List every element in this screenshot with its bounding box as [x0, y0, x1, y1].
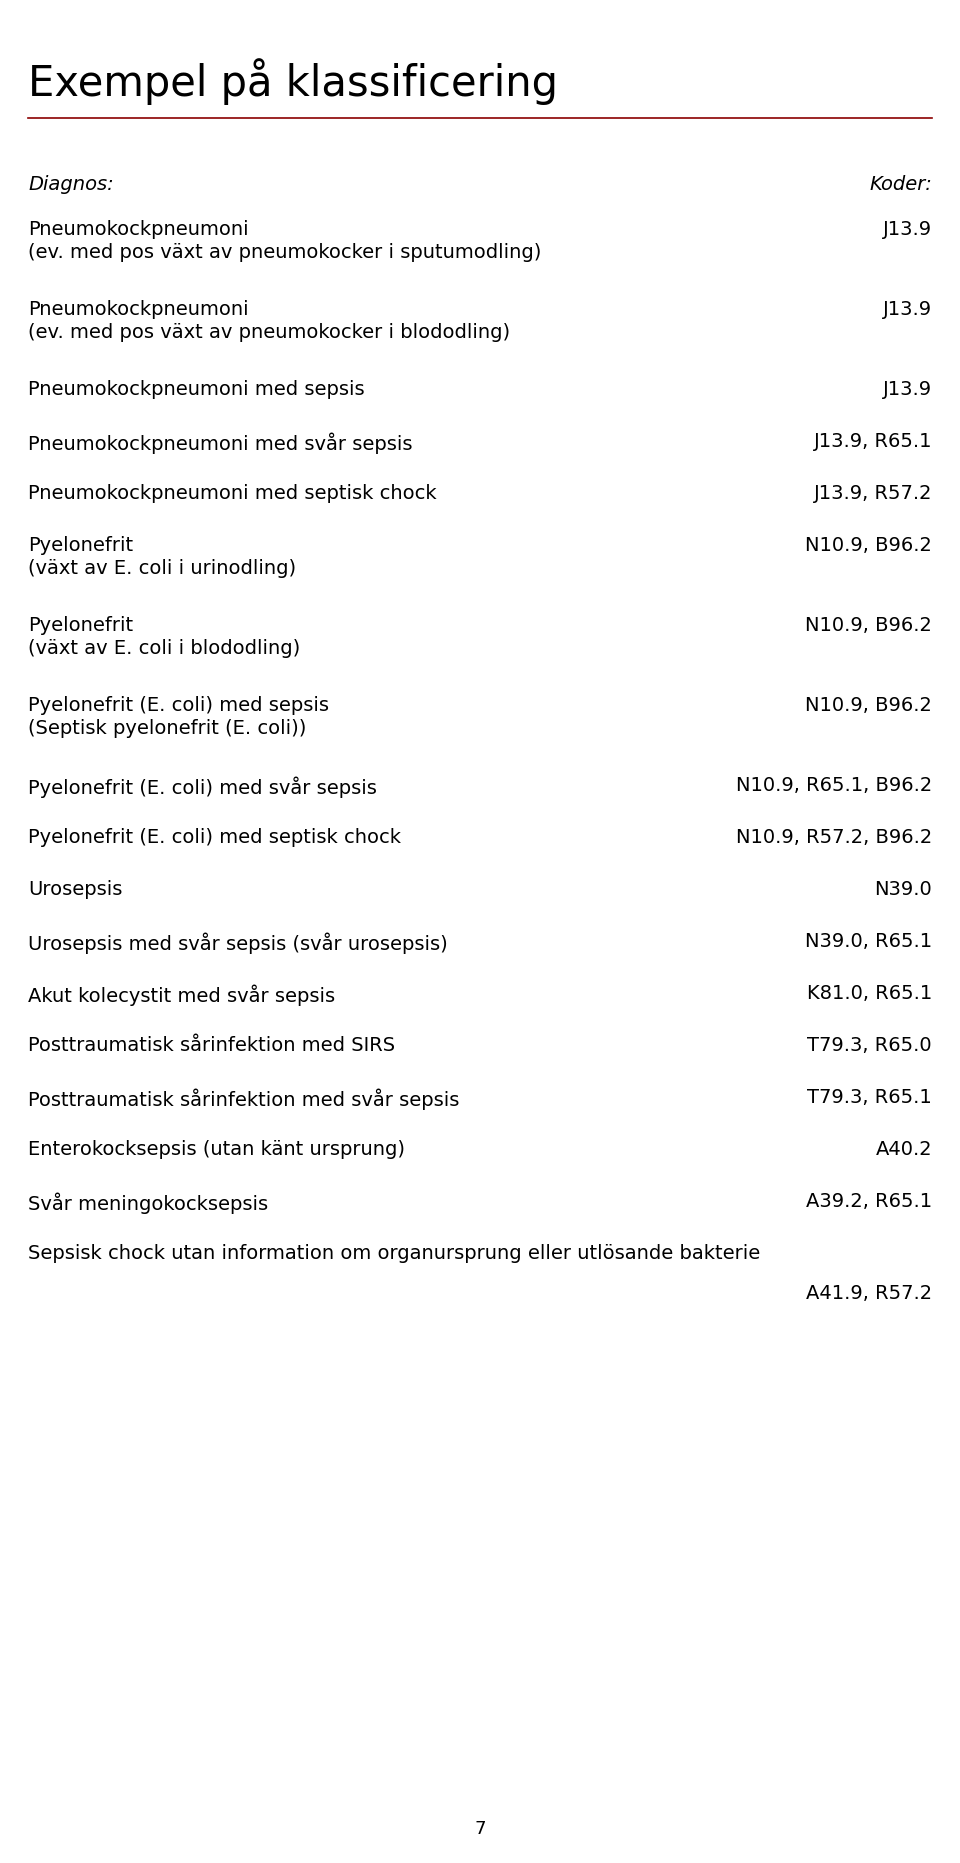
Text: N10.9, R65.1, B96.2: N10.9, R65.1, B96.2	[735, 777, 932, 796]
Text: Pneumokockpneumoni
(ev. med pos växt av pneumokocker i blododling): Pneumokockpneumoni (ev. med pos växt av …	[28, 300, 510, 341]
Text: J13.9: J13.9	[883, 220, 932, 238]
Text: Pyelonefrit (E. coli) med svår sepsis: Pyelonefrit (E. coli) med svår sepsis	[28, 777, 377, 797]
Text: Pneumokockpneumoni
(ev. med pos växt av pneumokocker i sputumodling): Pneumokockpneumoni (ev. med pos växt av …	[28, 220, 541, 261]
Text: 7: 7	[474, 1820, 486, 1839]
Text: K81.0, R65.1: K81.0, R65.1	[806, 984, 932, 1002]
Text: Pneumokockpneumoni med septisk chock: Pneumokockpneumoni med septisk chock	[28, 484, 437, 503]
Text: Koder:: Koder:	[869, 175, 932, 194]
Text: Pyelonefrit
(växt av E. coli i urinodling): Pyelonefrit (växt av E. coli i urinodlin…	[28, 537, 296, 578]
Text: Pyelonefrit (E. coli) med septisk chock: Pyelonefrit (E. coli) med septisk chock	[28, 827, 401, 848]
Text: Svår meningokocksepsis: Svår meningokocksepsis	[28, 1192, 268, 1213]
Text: N10.9, B96.2: N10.9, B96.2	[805, 537, 932, 555]
Text: T79.3, R65.1: T79.3, R65.1	[807, 1088, 932, 1107]
Text: J13.9, R57.2: J13.9, R57.2	[813, 484, 932, 503]
Text: T79.3, R65.0: T79.3, R65.0	[807, 1036, 932, 1054]
Text: J13.9, R65.1: J13.9, R65.1	[813, 432, 932, 451]
Text: A41.9, R57.2: A41.9, R57.2	[805, 1284, 932, 1302]
Text: Sepsisk chock utan information om organursprung eller utlösande bakterie: Sepsisk chock utan information om organu…	[28, 1244, 760, 1263]
Text: A39.2, R65.1: A39.2, R65.1	[805, 1192, 932, 1211]
Text: J13.9: J13.9	[883, 380, 932, 399]
Text: Posttraumatisk sårinfektion med svår sepsis: Posttraumatisk sårinfektion med svår sep…	[28, 1088, 460, 1110]
Text: Urosepsis med svår sepsis (svår urosepsis): Urosepsis med svår sepsis (svår urosepsi…	[28, 932, 447, 954]
Text: J13.9: J13.9	[883, 300, 932, 319]
Text: N39.0, R65.1: N39.0, R65.1	[804, 932, 932, 950]
Text: Posttraumatisk sårinfektion med SIRS: Posttraumatisk sårinfektion med SIRS	[28, 1036, 396, 1054]
Text: N39.0: N39.0	[875, 879, 932, 900]
Text: Pyelonefrit
(växt av E. coli i blododling): Pyelonefrit (växt av E. coli i blododlin…	[28, 617, 300, 658]
Text: Pyelonefrit (E. coli) med sepsis
(Septisk pyelonefrit (E. coli)): Pyelonefrit (E. coli) med sepsis (Septis…	[28, 697, 329, 738]
Text: N10.9, B96.2: N10.9, B96.2	[805, 697, 932, 715]
Text: Enterokocksepsis (utan känt ursprung): Enterokocksepsis (utan känt ursprung)	[28, 1140, 405, 1159]
Text: Diagnos:: Diagnos:	[28, 175, 113, 194]
Text: Akut kolecystit med svår sepsis: Akut kolecystit med svår sepsis	[28, 984, 335, 1006]
Text: N10.9, B96.2: N10.9, B96.2	[805, 617, 932, 635]
Text: Pneumokockpneumoni med sepsis: Pneumokockpneumoni med sepsis	[28, 380, 365, 399]
Text: N10.9, R57.2, B96.2: N10.9, R57.2, B96.2	[735, 827, 932, 848]
Text: A40.2: A40.2	[876, 1140, 932, 1159]
Text: Exempel på klassificering: Exempel på klassificering	[28, 58, 558, 104]
Text: Urosepsis: Urosepsis	[28, 879, 122, 900]
Text: Pneumokockpneumoni med svår sepsis: Pneumokockpneumoni med svår sepsis	[28, 432, 413, 453]
